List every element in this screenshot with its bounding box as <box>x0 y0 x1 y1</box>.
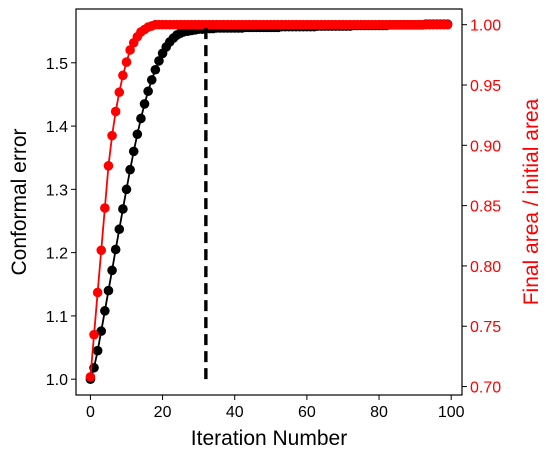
data-point <box>125 164 135 175</box>
data-point <box>143 86 153 97</box>
data-point <box>96 245 107 256</box>
data-point <box>136 113 146 124</box>
data-point <box>154 56 164 66</box>
series-markers-conformal-error <box>85 19 453 384</box>
data-point <box>125 45 135 55</box>
data-point <box>146 75 157 85</box>
data-point <box>150 64 161 75</box>
data-point <box>118 204 128 214</box>
plot-frame <box>75 8 463 396</box>
y2-tick-label: 0.75 <box>470 319 501 336</box>
data-point <box>121 57 132 67</box>
data-point <box>442 19 453 30</box>
series-line-area-ratio <box>89 23 448 377</box>
data-point <box>103 161 114 171</box>
y2-tick-label: 0.70 <box>470 380 501 397</box>
x-tick-label: 60 <box>298 404 316 421</box>
y2-tick-label: 0.80 <box>470 259 501 276</box>
data-point <box>107 265 117 276</box>
data-point <box>121 184 132 195</box>
data-point <box>92 287 103 298</box>
data-point <box>85 372 96 382</box>
y-axis-label: Conformal error <box>8 128 31 275</box>
data-point <box>107 130 117 141</box>
series-layer <box>85 19 453 384</box>
data-point <box>118 70 128 81</box>
data-point <box>103 285 114 296</box>
y-tick-label: 1.2 <box>46 246 68 263</box>
y-tick-label: 1.4 <box>46 119 68 136</box>
data-point <box>100 306 110 316</box>
data-point <box>96 326 107 336</box>
series-line-conformal-error <box>89 23 448 380</box>
ticks-layer: 0 20 40 60 80 100 1.0 1.1 1.2 1.3 1.4 1.5 0.70 0.75 0.… <box>46 18 501 421</box>
x-tick-label: 20 <box>154 404 172 421</box>
y-tick-label: 1.5 <box>46 56 68 73</box>
y2-tick-label: 0.90 <box>470 138 501 155</box>
y-tick-label: 1.0 <box>46 372 68 389</box>
data-point <box>92 345 103 356</box>
data-point <box>100 203 110 213</box>
y2-tick-label: 0.95 <box>470 78 501 95</box>
data-point <box>89 329 99 340</box>
x-tick-label: 0 <box>86 404 95 421</box>
y2-axis-label: Final area / initial area <box>520 98 543 305</box>
data-point <box>110 106 121 117</box>
data-point <box>128 146 139 157</box>
data-point <box>132 129 143 140</box>
x-tick-label: 40 <box>226 404 244 421</box>
x-tick-label: 100 <box>438 404 465 421</box>
data-point <box>110 244 121 255</box>
x-tick-label: 80 <box>370 404 388 421</box>
y-tick-label: 1.3 <box>46 182 68 199</box>
y2-tick-label: 1.00 <box>470 18 501 35</box>
y-tick-label: 1.1 <box>46 309 68 326</box>
data-point <box>139 99 150 109</box>
y2-tick-label: 0.85 <box>470 199 501 216</box>
series-markers-area-ratio <box>85 19 453 382</box>
data-point <box>114 87 125 98</box>
x-axis-label: Iteration Number <box>191 427 347 450</box>
data-point <box>114 224 125 235</box>
